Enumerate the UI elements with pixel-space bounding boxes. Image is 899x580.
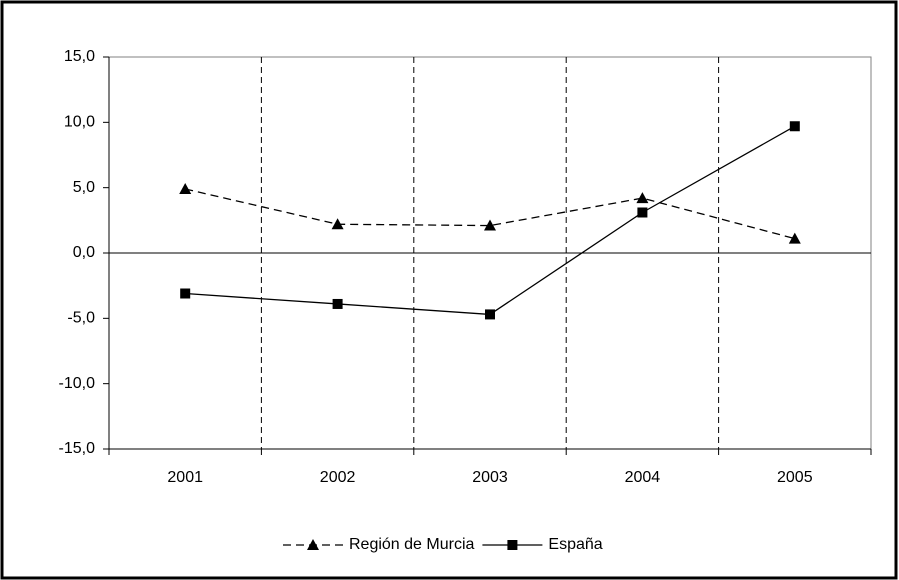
- data-point: [485, 309, 495, 320]
- series-line: [185, 188, 795, 240]
- y-tick-label: 5,0: [73, 179, 95, 196]
- legend-label: Región de Murcia: [349, 536, 475, 553]
- x-tick-label: 2004: [625, 469, 661, 486]
- legend-marker: [307, 539, 319, 550]
- x-tick-label: 2003: [472, 469, 508, 486]
- y-tick-label: 0,0: [73, 244, 95, 261]
- x-tick-label: 2002: [320, 469, 356, 486]
- data-point: [179, 182, 192, 194]
- data-point: [637, 207, 648, 218]
- y-tick-label: -5,0: [67, 310, 95, 327]
- x-tick-label: 2001: [167, 469, 203, 486]
- data-point: [636, 192, 649, 204]
- data-point: [788, 232, 801, 244]
- y-tick-label: -10,0: [59, 375, 96, 392]
- data-point: [332, 298, 343, 309]
- data-point: [180, 288, 191, 299]
- data-point: [331, 218, 344, 230]
- data-point: [789, 121, 800, 132]
- y-tick-label: 10,0: [64, 114, 95, 131]
- legend-marker: [507, 540, 518, 550]
- y-tick-label: 15,0: [64, 48, 95, 65]
- data-point: [484, 219, 496, 231]
- y-tick-label: -15,0: [59, 440, 96, 457]
- x-tick-label: 2005: [777, 469, 813, 486]
- legend-label: España: [548, 536, 602, 553]
